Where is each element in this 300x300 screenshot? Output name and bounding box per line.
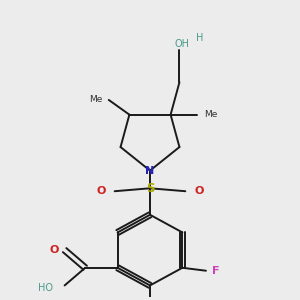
Text: S: S xyxy=(146,182,154,195)
Text: O: O xyxy=(97,186,106,196)
Text: HO: HO xyxy=(38,284,53,293)
Text: OH: OH xyxy=(175,39,190,49)
Text: N: N xyxy=(146,166,154,176)
Text: F: F xyxy=(212,266,219,276)
Text: O: O xyxy=(194,186,203,196)
Text: Me: Me xyxy=(205,110,218,119)
Text: Me: Me xyxy=(89,95,103,104)
Text: O: O xyxy=(49,245,59,255)
Text: H: H xyxy=(196,33,203,43)
